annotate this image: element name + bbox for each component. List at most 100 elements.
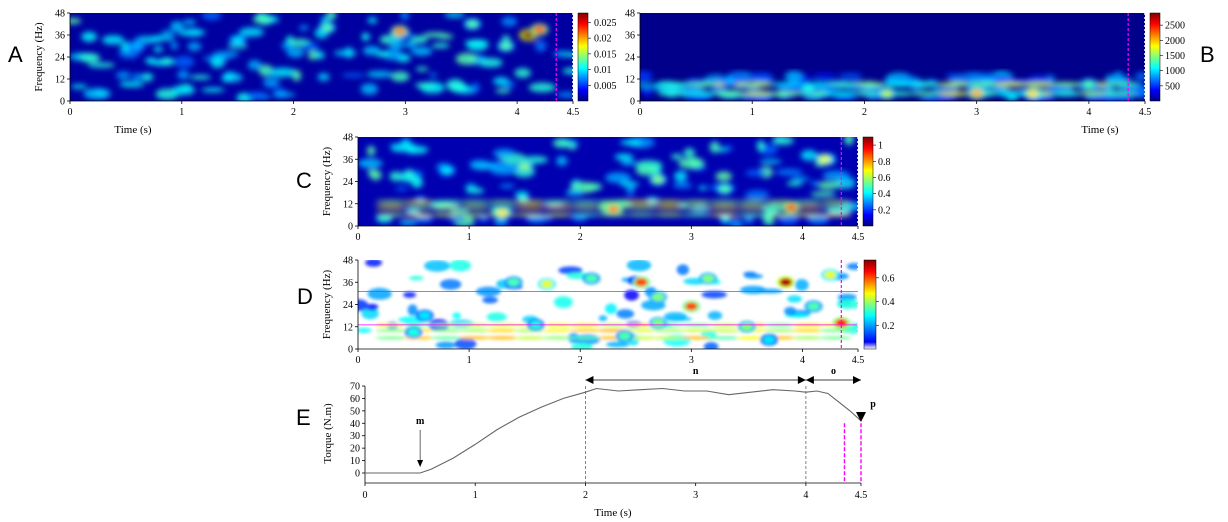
heat-band [910,91,943,97]
heat-hotspot [635,278,648,287]
heat-blob [885,75,895,84]
heat-blob [626,185,635,196]
heat-blob [404,40,417,49]
heat-band [938,91,971,97]
heat-blob [514,68,531,78]
heat-blob [528,82,556,93]
heat-band [1106,91,1139,97]
colorbar-tick-label: 2000 [1165,36,1185,47]
heat-band [569,205,602,210]
heat-blob [115,71,131,80]
heat-blob [365,260,383,267]
y-tick-label: 12 [55,75,65,86]
heat-blob [837,293,857,301]
heat-band [1078,91,1111,97]
heat-band [653,328,686,333]
x-tick-label: 0 [356,355,361,366]
heat-band [882,82,915,87]
heat-blob [514,191,530,198]
heat-blob [556,156,568,166]
heat-band [741,91,774,97]
heat-blob [302,42,320,51]
heat-band [736,205,769,210]
heat-blob [247,59,262,70]
heat-blob [272,92,296,98]
heat-blob [201,87,225,93]
heat-blob [132,73,142,81]
heat-blob [501,16,518,27]
heat-blob [715,171,733,182]
heat-band [713,91,746,97]
y-tick-label: 48 [625,9,635,20]
heat-band [910,82,943,87]
heat-blob [839,177,856,188]
y-tick-label: 24 [343,177,353,188]
heat-blob [744,273,764,279]
heat-blob [286,47,305,58]
y-tick-label: 36 [625,31,635,42]
x-tick-label: 3 [403,107,408,118]
y-tick-label: 24 [343,300,353,311]
heat-blob [776,86,801,91]
heat-blob [177,70,190,80]
heat-blob [683,148,696,158]
heat-blob [326,13,337,20]
heat-blob [616,309,635,319]
heat-blob [403,291,417,298]
heat-band [625,200,658,204]
heat-blob [367,287,392,300]
heat-band [458,213,491,217]
heat-blob [535,40,547,52]
heat-blob [558,266,583,275]
heat-blob [772,137,794,145]
colorbar-tick-label: 0.6 [878,173,891,184]
heat-blob [403,169,415,181]
torque-line [365,387,862,474]
heat-band [430,205,463,210]
heat-blob [411,177,423,189]
heat-band [430,200,463,204]
heat-blob [292,70,302,82]
heat-hotspot [522,31,535,39]
heat-blob [140,73,154,82]
y-tick-label: 24 [625,53,635,64]
heat-blob [390,71,410,82]
heat-blob [411,46,433,56]
heat-blob [784,306,797,316]
heat-hotspot [702,274,714,283]
heat-blob [553,296,573,309]
heat-hotspot [880,89,893,98]
heat-blob [775,168,803,176]
heat-blob [366,145,376,156]
heat-blob [448,216,466,222]
heat-blob [526,215,547,224]
heat-band [486,328,519,333]
heat-band [403,205,436,210]
heat-blob [556,91,573,98]
heatmap-field [70,13,573,101]
heat-blob [756,140,765,152]
heat-blob [170,20,184,32]
heat-band [819,336,852,340]
heat-blob [308,49,318,61]
heat-blob [299,24,309,31]
heat-blob [454,338,477,349]
o-arrow-head-right [853,376,861,384]
heat-blob [358,158,383,169]
heat-hotspot [518,162,531,171]
heat-hotspot [585,274,598,283]
colorbar-tick-label: 0.02 [594,34,612,45]
heat-blob [383,48,402,61]
heat-blob [414,82,436,89]
heat-blob [811,73,837,79]
heat-blob [619,139,643,146]
y-tick-label: 60 [350,394,360,405]
heat-blob [707,311,723,321]
annotation-p: p [870,399,876,410]
heat-blob [471,82,480,93]
panel-letter-a: A [8,42,23,67]
heat-blob [70,84,88,89]
heat-band [458,328,491,333]
heat-band [1050,91,1083,97]
heat-band [375,200,408,204]
